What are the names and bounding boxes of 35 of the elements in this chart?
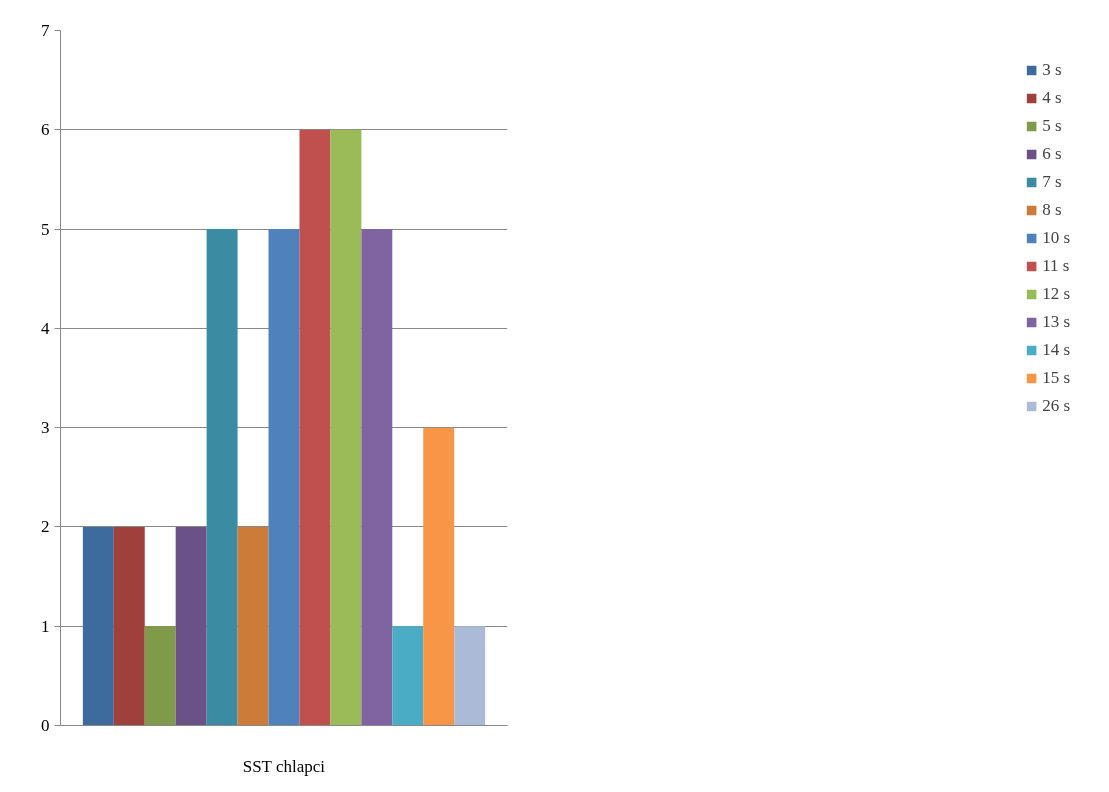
bar (392, 626, 424, 726)
bar (237, 526, 269, 726)
legend-label: 6 s (1042, 144, 1063, 164)
legend-label: 26 s (1042, 396, 1070, 416)
bar (82, 526, 114, 726)
y-tick-label: 6 (41, 120, 50, 140)
bar (144, 626, 176, 726)
y-tick-label: 1 (41, 616, 50, 636)
bar (206, 229, 238, 726)
legend-label: 3 s (1042, 60, 1063, 80)
y-tick-label: 4 (41, 318, 50, 338)
bar (454, 626, 486, 726)
bar (268, 229, 300, 726)
y-tick-label: 3 (41, 418, 50, 438)
x-tick-label: SST chlapci (242, 756, 326, 776)
legend-label: 12 s (1042, 284, 1070, 304)
legend-label: 8 s (1042, 200, 1063, 220)
legend-label: 15 s (1042, 368, 1070, 388)
bar (330, 129, 362, 726)
bar (299, 129, 331, 726)
bar (175, 526, 207, 726)
y-tick-label: 0 (41, 716, 50, 735)
legend-label: 14 s (1042, 340, 1070, 360)
legend-label: 4 s (1042, 88, 1063, 108)
y-tick-label: 7 (41, 21, 50, 40)
y-tick-label: 2 (41, 517, 50, 537)
bar (423, 427, 455, 726)
y-tick-label: 5 (41, 219, 50, 239)
legend-label: 10 s (1042, 228, 1070, 248)
legend-label: 13 s (1042, 312, 1070, 332)
legend-label: 11 s (1042, 256, 1070, 276)
bar (361, 229, 393, 726)
legend-label: 5 s (1042, 116, 1063, 136)
bar (113, 526, 145, 726)
legend-label: 7 s (1042, 172, 1063, 192)
